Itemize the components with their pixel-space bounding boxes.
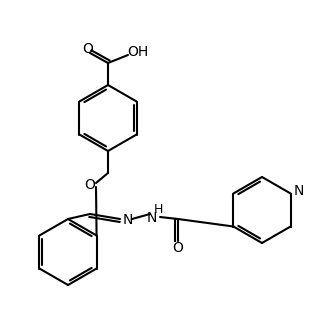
Text: N: N	[294, 183, 304, 197]
Text: OH: OH	[127, 45, 149, 59]
Text: H: H	[153, 202, 163, 215]
Text: O: O	[83, 42, 93, 56]
Text: O: O	[173, 241, 183, 255]
Text: O: O	[85, 178, 96, 192]
Text: N: N	[147, 211, 157, 225]
Text: N: N	[123, 213, 133, 227]
